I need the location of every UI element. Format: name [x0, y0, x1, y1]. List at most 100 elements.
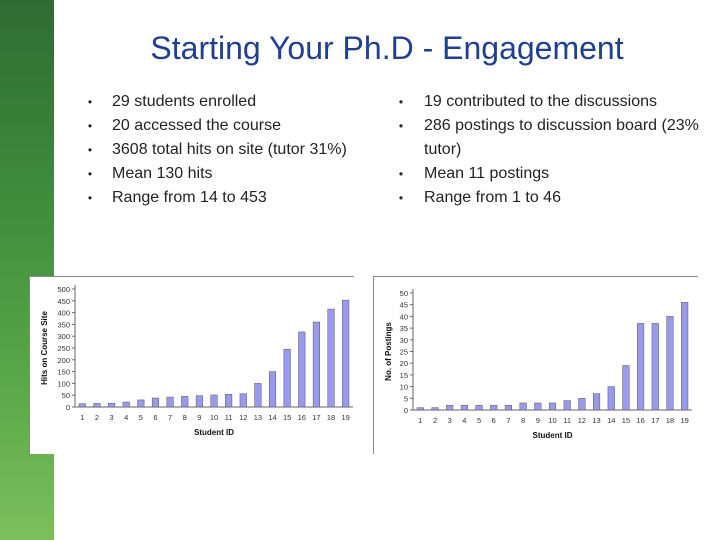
bullet-text: 29 students enrolled: [112, 93, 257, 110]
x-tick-label: 1: [418, 416, 422, 425]
bar-student-8: [181, 396, 189, 408]
bullet-item: • 3608 total hits on site (tutor 31%): [84, 138, 384, 162]
bar-student-1: [416, 407, 424, 411]
y-tick-label: 50: [62, 391, 70, 400]
x-tick-label: 15: [622, 416, 630, 425]
x-tick-label: 1: [80, 413, 84, 422]
bullet-item: • 29 students enrolled: [84, 90, 384, 114]
y-tick-label: 100: [57, 379, 70, 388]
bar-student-17: [651, 323, 659, 411]
x-tick-label: 18: [327, 413, 335, 422]
bar-student-15: [622, 365, 630, 411]
bullet-text: Range from 14 to 453: [112, 189, 267, 206]
bullet-text: Mean 130 hits: [112, 165, 213, 182]
x-tick-label: 12: [578, 416, 586, 425]
bullet-text: Mean 11 postings: [424, 165, 550, 182]
hits-chart: 0 50 100 150 200 250 300 350 400 450 500 1 2 3 4 5 6 7 8 9 1…: [29, 276, 354, 454]
bar-student-13: [254, 383, 262, 408]
x-tick-label: 12: [239, 413, 247, 422]
slide-sidebar-accent: [0, 0, 54, 540]
bullet-text: 20 accessed the course: [112, 117, 281, 134]
bullet-dot-icon: •: [398, 167, 404, 181]
bar-student-1: [78, 403, 86, 408]
y-tick-label: 0: [66, 403, 70, 412]
bar-student-19: [681, 302, 689, 411]
y-tick-label: 500: [57, 285, 70, 294]
bullet-item: • 286 postings to discussion board (23% t…: [395, 114, 710, 162]
bar-student-10: [210, 394, 218, 408]
x-tick-label: 14: [607, 416, 615, 425]
x-tick-label: 7: [506, 416, 510, 425]
bar-student-3: [446, 405, 454, 411]
bullet-dot-icon: •: [398, 119, 404, 133]
x-tick-label: 17: [312, 413, 320, 422]
y-tick-label: 15: [400, 371, 408, 380]
x-tick-label: 4: [462, 416, 466, 425]
bullet-dot-icon: •: [87, 95, 93, 109]
x-tick-label: 2: [433, 416, 437, 425]
bar-student-4: [460, 405, 468, 411]
y-tick-label: 45: [400, 301, 408, 310]
bullet-item: • Range from 14 to 453: [84, 186, 384, 210]
x-tick-label: 6: [492, 416, 496, 425]
bullet-item: • Mean 130 hits: [84, 162, 384, 186]
bar-student-16: [298, 331, 306, 408]
bar-student-9: [534, 402, 542, 411]
bullet-item: • 19 contributed to the discussions: [395, 90, 710, 114]
bar-student-14: [268, 371, 277, 408]
bar-student-18: [666, 316, 674, 411]
x-tick-label: 19: [342, 413, 350, 422]
bar-student-8: [519, 402, 527, 411]
bullet-item: • 20 accessed the course: [84, 114, 384, 138]
y-tick-label: 5: [404, 394, 408, 403]
x-axis-title: Student ID: [194, 428, 234, 437]
bullet-item: • Range from 1 to 46: [395, 186, 710, 210]
y-tick-label: 350: [57, 320, 70, 329]
x-tick-label: 8: [521, 416, 525, 425]
x-tick-label: 14: [268, 413, 276, 422]
y-tick-label: 200: [57, 356, 70, 365]
y-tick-label: 0: [404, 406, 408, 415]
bar-student-4: [122, 401, 130, 408]
x-tick-label: 8: [183, 413, 187, 422]
x-tick-label: 3: [109, 413, 113, 422]
bullet-dot-icon: •: [398, 95, 404, 109]
bullet-text: 19 contributed to the discussions: [424, 93, 658, 110]
x-tick-label: 6: [153, 413, 157, 422]
x-tick-label: 11: [225, 413, 233, 422]
slide-title: Starting Your Ph.D - Engagement: [150, 30, 624, 66]
bar-student-11: [225, 394, 233, 408]
x-tick-label: 5: [477, 416, 481, 425]
bullet-item: • Mean 11 postings: [395, 162, 710, 186]
y-tick-label: 50: [400, 289, 408, 298]
y-tick-label: 10: [400, 383, 408, 392]
x-tick-label: 2: [95, 413, 99, 422]
bar-student-17: [312, 321, 320, 408]
bar-student-7: [504, 405, 513, 411]
bar-student-12: [239, 393, 247, 408]
bar-student-16: [637, 323, 645, 411]
x-tick-label: 15: [283, 413, 291, 422]
bar-student-6: [151, 397, 160, 408]
bullet-text: 286 postings to discussion board (23% tu…: [424, 117, 699, 158]
bullet-dot-icon: •: [87, 143, 93, 157]
bar-student-11: [563, 400, 571, 411]
bullet-text: Range from 1 to 46: [424, 189, 561, 206]
bullet-text: 3608 total hits on site (tutor 31%): [112, 141, 347, 158]
y-axis-title: No. of Postings: [384, 322, 393, 381]
bar-student-2: [431, 407, 439, 411]
x-tick-label: 10: [548, 416, 556, 425]
y-tick-label: 25: [400, 348, 408, 357]
x-tick-label: 9: [536, 416, 540, 425]
bar-student-19: [342, 299, 350, 408]
y-axis-title: Hits on Course Site: [40, 311, 49, 385]
bar-student-3: [108, 402, 116, 408]
y-tick-label: 150: [57, 368, 70, 377]
y-tick-label: 35: [400, 324, 408, 333]
bar-student-14: [607, 386, 615, 411]
bar-student-13: [592, 393, 601, 411]
bar-student-12: [578, 398, 586, 411]
x-tick-label: 5: [139, 413, 143, 422]
left-bullet-list: • 29 students enrolled • 20 accessed the co…: [84, 90, 384, 210]
